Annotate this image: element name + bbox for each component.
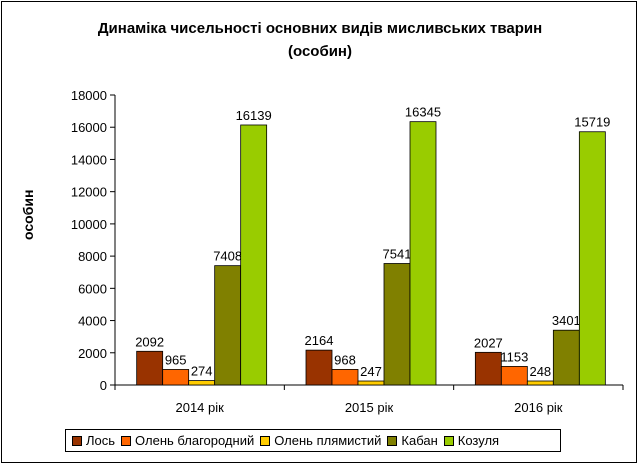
- data-label: 15719: [574, 115, 610, 130]
- chart-legend: Лось Олень благородний Олень плямистий Каба…: [65, 429, 561, 452]
- bar: [162, 369, 190, 386]
- legend-swatch: [260, 435, 271, 446]
- bar: [578, 131, 606, 386]
- data-label: 247: [360, 364, 382, 379]
- data-label: 3401: [552, 313, 581, 328]
- bar: [383, 263, 411, 386]
- legend-swatch: [121, 435, 132, 446]
- data-label: 965: [165, 352, 187, 367]
- bar: [214, 265, 242, 386]
- y-tick-label: 6000: [78, 281, 107, 296]
- legend-label: Лось: [86, 433, 116, 448]
- legend-label: Олень благородний: [135, 433, 255, 448]
- y-tick-label: 14000: [71, 152, 107, 167]
- y-tick-label: 10000: [71, 217, 107, 232]
- chart-title-line-1: Динаміка чисельності основних видів мисл…: [97, 20, 543, 37]
- legend-label: Кабан: [401, 433, 438, 448]
- bar: [357, 380, 385, 386]
- bar: [331, 369, 359, 386]
- bar: [409, 121, 437, 386]
- legend-item: Лось: [72, 433, 115, 448]
- data-label: 248: [529, 364, 551, 379]
- legend-item: Кабан: [387, 433, 438, 448]
- y-axis-label: особин: [20, 189, 36, 240]
- x-category-label: 2016 рік: [514, 400, 563, 415]
- bar: [188, 380, 216, 386]
- bar: [136, 350, 164, 386]
- legend-item: Олень благородний: [121, 433, 254, 448]
- bar: [240, 124, 268, 386]
- data-label: 274: [191, 364, 213, 379]
- data-label: 16139: [236, 108, 272, 123]
- data-label: 7408: [213, 249, 242, 264]
- legend-swatch: [72, 435, 82, 446]
- legend-swatch: [387, 435, 398, 446]
- x-category-label: 2014 рік: [175, 400, 224, 415]
- legend-item: Олень плямистий: [260, 433, 381, 448]
- y-tick-label: 16000: [71, 120, 107, 135]
- y-tick-label: 4000: [78, 314, 107, 329]
- data-label: 7541: [383, 247, 412, 262]
- y-tick-label: 8000: [78, 249, 107, 264]
- y-tick-label: 2000: [78, 346, 107, 361]
- bar: [552, 329, 580, 386]
- data-label: 2164: [305, 333, 334, 348]
- bar: [305, 349, 333, 386]
- legend-label: Олень плямистий: [274, 433, 382, 448]
- legend-item: Козуля: [443, 433, 500, 448]
- data-label: 2092: [135, 334, 164, 349]
- data-label: 2027: [474, 335, 503, 350]
- data-label: 1153: [500, 349, 528, 364]
- data-label: 968: [334, 352, 356, 367]
- x-category-label: 2015 рік: [345, 400, 394, 415]
- bar: [526, 380, 554, 386]
- legend-label: Козуля: [457, 433, 500, 448]
- bar: [500, 366, 528, 386]
- bar: [474, 351, 502, 386]
- y-tick-label: 18000: [71, 88, 107, 103]
- legend-swatch: [443, 435, 454, 446]
- y-tick-label: 12000: [71, 185, 107, 200]
- y-tick-label: 0: [100, 378, 107, 393]
- chart-title-line-2: (особин): [287, 43, 352, 60]
- data-label: 16345: [405, 105, 441, 120]
